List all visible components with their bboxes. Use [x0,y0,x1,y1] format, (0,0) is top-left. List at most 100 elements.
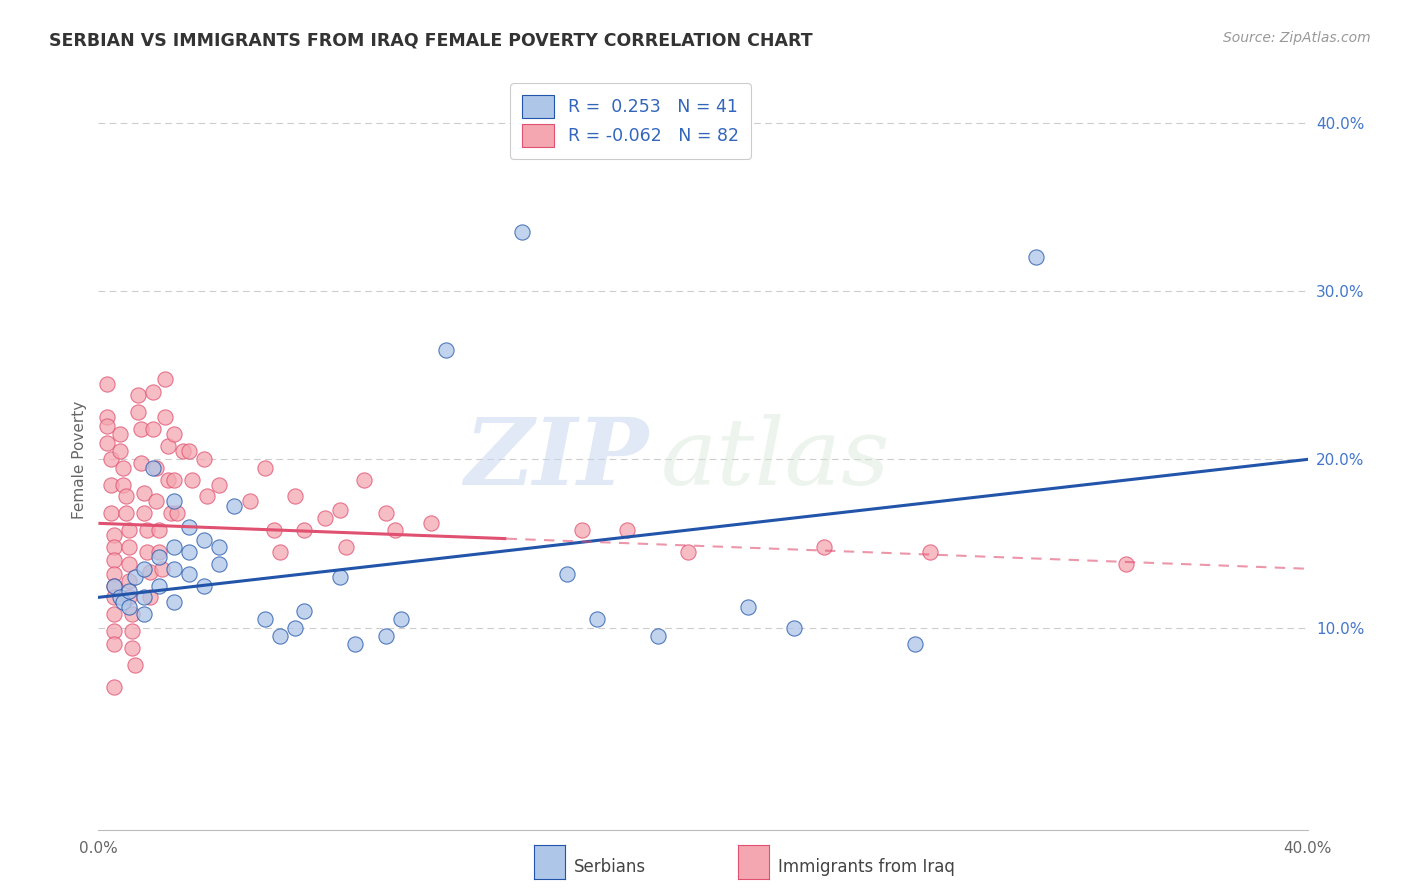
Point [132,562,155,576]
Point [1024,251,1046,265]
Legend: R =  0.253   N = 41, R = -0.062   N = 82: R = 0.253 N = 41, R = -0.062 N = 82 [510,83,751,159]
Point [179,545,201,559]
Point [239,494,262,508]
Point [813,540,835,554]
Point [314,511,336,525]
Point [389,612,412,626]
Point [783,621,806,635]
Point [193,578,215,592]
Point [1115,557,1137,571]
Point [292,523,315,537]
Point [160,506,183,520]
Point [195,489,218,503]
Point [163,494,186,508]
Point [253,460,276,475]
Point [148,523,170,537]
Point [132,506,155,520]
Point [118,583,141,598]
Point [571,523,593,537]
Point [208,540,231,554]
Point [420,516,443,531]
Point [555,566,578,581]
Point [269,545,291,559]
Point [344,637,367,651]
Point [103,637,125,651]
Point [111,595,134,609]
Point [193,533,215,548]
Point [172,444,194,458]
Point [103,578,125,592]
Point [142,460,165,475]
Point [103,680,125,694]
Point [166,506,188,520]
Point [108,591,131,605]
Point [148,549,170,564]
Point [284,489,307,503]
Point [124,657,146,672]
Point [179,519,201,533]
Point [335,540,357,554]
Point [208,477,231,491]
Point [269,629,291,643]
Point [108,444,131,458]
Point [124,570,146,584]
Point [253,612,276,626]
Text: atlas: atlas [661,415,890,504]
Point [132,607,155,622]
Point [127,388,149,402]
Point [103,566,125,581]
Point [179,444,201,458]
Point [127,405,149,419]
Point [163,473,186,487]
Point [132,591,155,605]
Point [96,418,118,433]
Point [118,574,141,588]
Point [100,506,122,520]
Point [145,460,167,475]
Point [292,604,315,618]
Point [118,523,141,537]
Point [647,629,669,643]
Point [284,621,307,635]
Point [153,410,176,425]
Point [374,629,396,643]
Point [118,557,141,571]
Point [181,473,204,487]
Point [103,528,125,542]
Point [129,456,152,470]
Point [114,489,136,503]
Point [142,385,165,400]
Point [96,435,118,450]
Point [384,523,406,537]
Point [111,460,134,475]
Text: Serbians: Serbians [574,858,645,876]
Y-axis label: Female Poverty: Female Poverty [72,401,87,518]
Point [121,640,143,655]
Point [118,600,141,615]
Point [139,565,162,579]
Point [374,506,396,520]
Point [118,591,141,605]
Point [103,624,125,638]
Point [163,595,186,609]
Point [510,225,533,239]
Point [103,578,125,592]
Text: SERBIAN VS IMMIGRANTS FROM IRAQ FEMALE POVERTY CORRELATION CHART: SERBIAN VS IMMIGRANTS FROM IRAQ FEMALE P… [49,31,813,49]
Point [118,540,141,554]
Point [156,473,179,487]
Point [737,600,759,615]
Point [918,545,941,559]
Point [193,452,215,467]
Point [148,578,170,592]
Point [145,494,167,508]
Point [616,523,638,537]
Point [179,566,201,581]
Point [263,523,285,537]
Point [132,486,155,500]
Point [135,523,157,537]
Point [103,540,125,554]
Point [163,540,186,554]
Point [224,500,246,514]
Point [148,545,170,559]
Point [434,343,457,357]
